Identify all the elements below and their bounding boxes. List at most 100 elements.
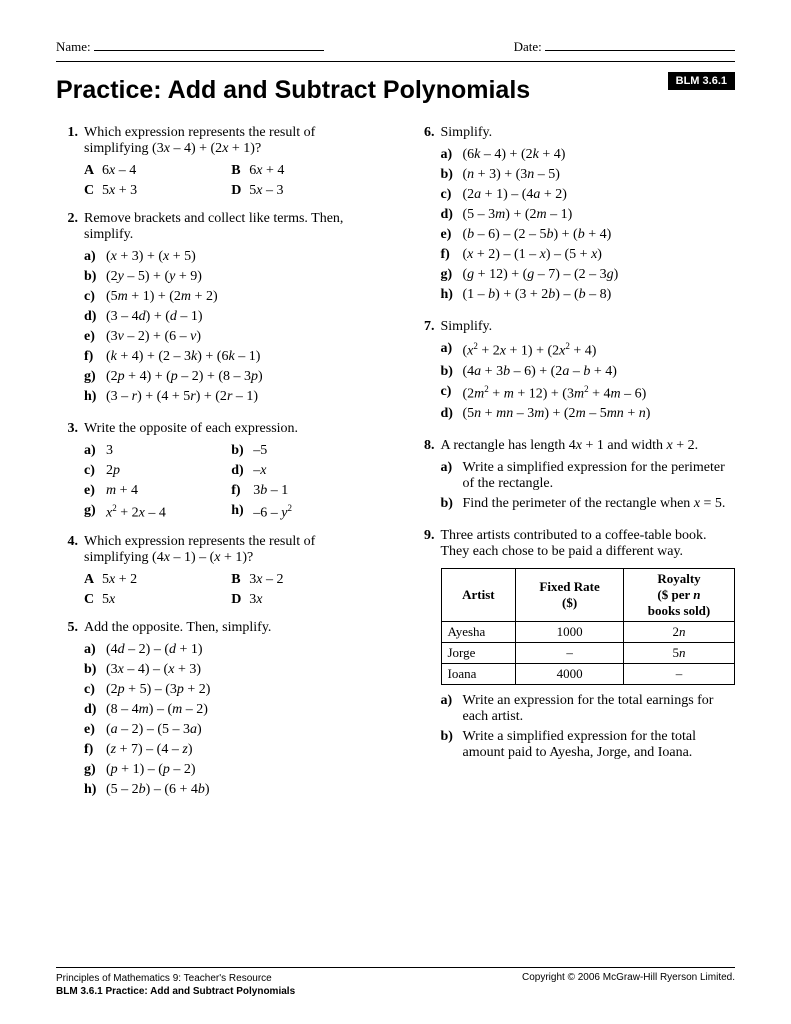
table-row: Jorge – 5n bbox=[441, 643, 735, 664]
q1-choice-D-label: D bbox=[231, 183, 249, 199]
q5h: (5 – 2b) – (6 + 4b) bbox=[106, 782, 210, 798]
question-4: 4. Which expression represents the resul… bbox=[56, 534, 379, 608]
th-fixed: Fixed Rate($) bbox=[516, 569, 624, 622]
left-column: 1. Which expression represents the resul… bbox=[56, 125, 379, 814]
q2-number: 2. bbox=[56, 211, 84, 409]
question-7: 7. Simplify. a)(x2 + 2x + 1) + (2x2 + 4)… bbox=[413, 319, 736, 426]
q2g: (2p + 4) + (p – 2) + (8 – 3p) bbox=[106, 369, 263, 385]
q3g: x2 + 2x – 4 bbox=[106, 503, 231, 522]
footer-left-2: BLM 3.6.1 Practice: Add and Subtract Pol… bbox=[56, 985, 295, 998]
question-5: 5. Add the opposite. Then, simplify. a)(… bbox=[56, 620, 379, 802]
q2f: (k + 4) + (2 – 3k) + (6k – 1) bbox=[106, 349, 260, 365]
q3d: –x bbox=[253, 463, 378, 479]
worksheet-page: Name: Date: BLM 3.6.1 Practice: Add and … bbox=[0, 0, 791, 1024]
q2e: (3v – 2) + (6 – v) bbox=[106, 329, 201, 345]
q6b: (n + 3) + (3n – 5) bbox=[463, 167, 560, 183]
q7c: (2m2 + m + 12) + (3m2 + 4m – 6) bbox=[463, 384, 647, 403]
date-label: Date: bbox=[514, 39, 542, 54]
q6h: (1 – b) + (3 + 2b) – (b – 8) bbox=[463, 287, 612, 303]
q8a: Write a simplified expression for the pe… bbox=[463, 460, 736, 492]
name-label: Name: bbox=[56, 39, 91, 54]
q9a: Write an expression for the total earnin… bbox=[463, 693, 736, 725]
q4-text: Which expression represents the result o… bbox=[84, 534, 315, 565]
q5b: (3x – 4) – (x + 3) bbox=[106, 662, 201, 678]
th-royalty: Royalty($ per nbooks sold) bbox=[623, 569, 734, 622]
q4-number: 4. bbox=[56, 534, 84, 608]
question-2: 2. Remove brackets and collect like term… bbox=[56, 211, 379, 409]
name-field: Name: bbox=[56, 38, 324, 55]
q5e: (a – 2) – (5 – 3a) bbox=[106, 722, 202, 738]
q8-text: A rectangle has length 4x + 1 and width … bbox=[441, 438, 699, 453]
footer-right: Copyright © 2006 McGraw-Hill Ryerson Lim… bbox=[522, 972, 735, 998]
q5d: (8 – 4m) – (m – 2) bbox=[106, 702, 208, 718]
q1-choice-C-label: C bbox=[84, 183, 102, 199]
q2b: (2y – 5) + (y + 9) bbox=[106, 269, 202, 285]
q1-text: Which expression represents the result o… bbox=[84, 125, 315, 156]
q5c: (2p + 5) – (3p + 2) bbox=[106, 682, 210, 698]
q1-choice-B-label: B bbox=[231, 163, 249, 179]
blm-badge: BLM 3.6.1 bbox=[668, 72, 735, 90]
q3-number: 3. bbox=[56, 421, 84, 522]
name-blank[interactable] bbox=[94, 38, 324, 51]
q1-choice-B: 6x + 4 bbox=[249, 163, 378, 179]
q4A: 5x + 2 bbox=[102, 572, 231, 588]
q1-choice-C: 5x + 3 bbox=[102, 183, 231, 199]
q4D: 3x bbox=[249, 592, 378, 608]
q6-number: 6. bbox=[413, 125, 441, 307]
q2h: (3 – r) + (4 + 5r) + (2r – 1) bbox=[106, 389, 258, 405]
q7d: (5n + mn – 3m) + (2m – 5mn + n) bbox=[463, 406, 651, 422]
date-field: Date: bbox=[514, 38, 735, 55]
q7-number: 7. bbox=[413, 319, 441, 426]
q6a: (6k – 4) + (2k + 4) bbox=[463, 147, 566, 163]
q9b: Write a simplified expression for the to… bbox=[463, 729, 736, 761]
header-row: Name: Date: bbox=[56, 38, 735, 55]
q1-number: 1. bbox=[56, 125, 84, 199]
header-divider bbox=[56, 61, 735, 62]
q4C: 5x bbox=[102, 592, 231, 608]
q6f: (x + 2) – (1 – x) – (5 + x) bbox=[463, 247, 602, 263]
q7b: (4a + 3b – 6) + (2a – b + 4) bbox=[463, 364, 617, 380]
q1-choice-D: 5x – 3 bbox=[249, 183, 378, 199]
q6c: (2a + 1) – (4a + 2) bbox=[463, 187, 567, 203]
q3f: 3b – 1 bbox=[253, 483, 378, 499]
artists-table: Artist Fixed Rate($) Royalty($ per nbook… bbox=[441, 568, 736, 685]
question-8: 8. A rectangle has length 4x + 1 and wid… bbox=[413, 438, 736, 516]
content-columns: 1. Which expression represents the resul… bbox=[56, 125, 735, 814]
table-row: Ayesha 1000 2n bbox=[441, 622, 735, 643]
q3h: –6 – y2 bbox=[253, 503, 378, 522]
q3e: m + 4 bbox=[106, 483, 231, 499]
table-row: Ioana 4000 – bbox=[441, 664, 735, 685]
question-9: 9. Three artists contributed to a coffee… bbox=[413, 528, 736, 765]
q3a: 3 bbox=[106, 443, 231, 459]
q5-number: 5. bbox=[56, 620, 84, 802]
date-blank[interactable] bbox=[545, 38, 735, 51]
q5-text: Add the opposite. Then, simplify. bbox=[84, 620, 271, 635]
th-artist: Artist bbox=[441, 569, 516, 622]
q6g: (g + 12) + (g – 7) – (2 – 3g) bbox=[463, 267, 619, 283]
q3-text: Write the opposite of each expression. bbox=[84, 421, 298, 436]
q2c: (5m + 1) + (2m + 2) bbox=[106, 289, 218, 305]
footer-left-1: Principles of Mathematics 9: Teacher's R… bbox=[56, 972, 295, 985]
q9-text: Three artists contributed to a coffee-ta… bbox=[441, 528, 707, 559]
question-3: 3. Write the opposite of each expression… bbox=[56, 421, 379, 522]
q8-number: 8. bbox=[413, 438, 441, 516]
q6d: (5 – 3m) + (2m – 1) bbox=[463, 207, 573, 223]
q7-text: Simplify. bbox=[441, 319, 493, 334]
q2a: (x + 3) + (x + 5) bbox=[106, 249, 196, 265]
q8b: Find the perimeter of the rectangle when… bbox=[463, 496, 726, 512]
q1-choice-A-label: A bbox=[84, 163, 102, 179]
q9-number: 9. bbox=[413, 528, 441, 765]
question-1: 1. Which expression represents the resul… bbox=[56, 125, 379, 199]
question-6: 6. Simplify. a)(6k – 4) + (2k + 4) b)(n … bbox=[413, 125, 736, 307]
q1-choice-A: 6x – 4 bbox=[102, 163, 231, 179]
page-title: Practice: Add and Subtract Polynomials bbox=[56, 76, 735, 105]
q6e: (b – 6) – (2 – 5b) + (b + 4) bbox=[463, 227, 612, 243]
q2d: (3 – 4d) + (d – 1) bbox=[106, 309, 203, 325]
q6-text: Simplify. bbox=[441, 125, 493, 140]
q5g: (p + 1) – (p – 2) bbox=[106, 762, 196, 778]
right-column: 6. Simplify. a)(6k – 4) + (2k + 4) b)(n … bbox=[413, 125, 736, 814]
q3c: 2p bbox=[106, 463, 231, 479]
q7a: (x2 + 2x + 1) + (2x2 + 4) bbox=[463, 341, 597, 360]
q5f: (z + 7) – (4 – z) bbox=[106, 742, 192, 758]
q3b: –5 bbox=[253, 443, 378, 459]
